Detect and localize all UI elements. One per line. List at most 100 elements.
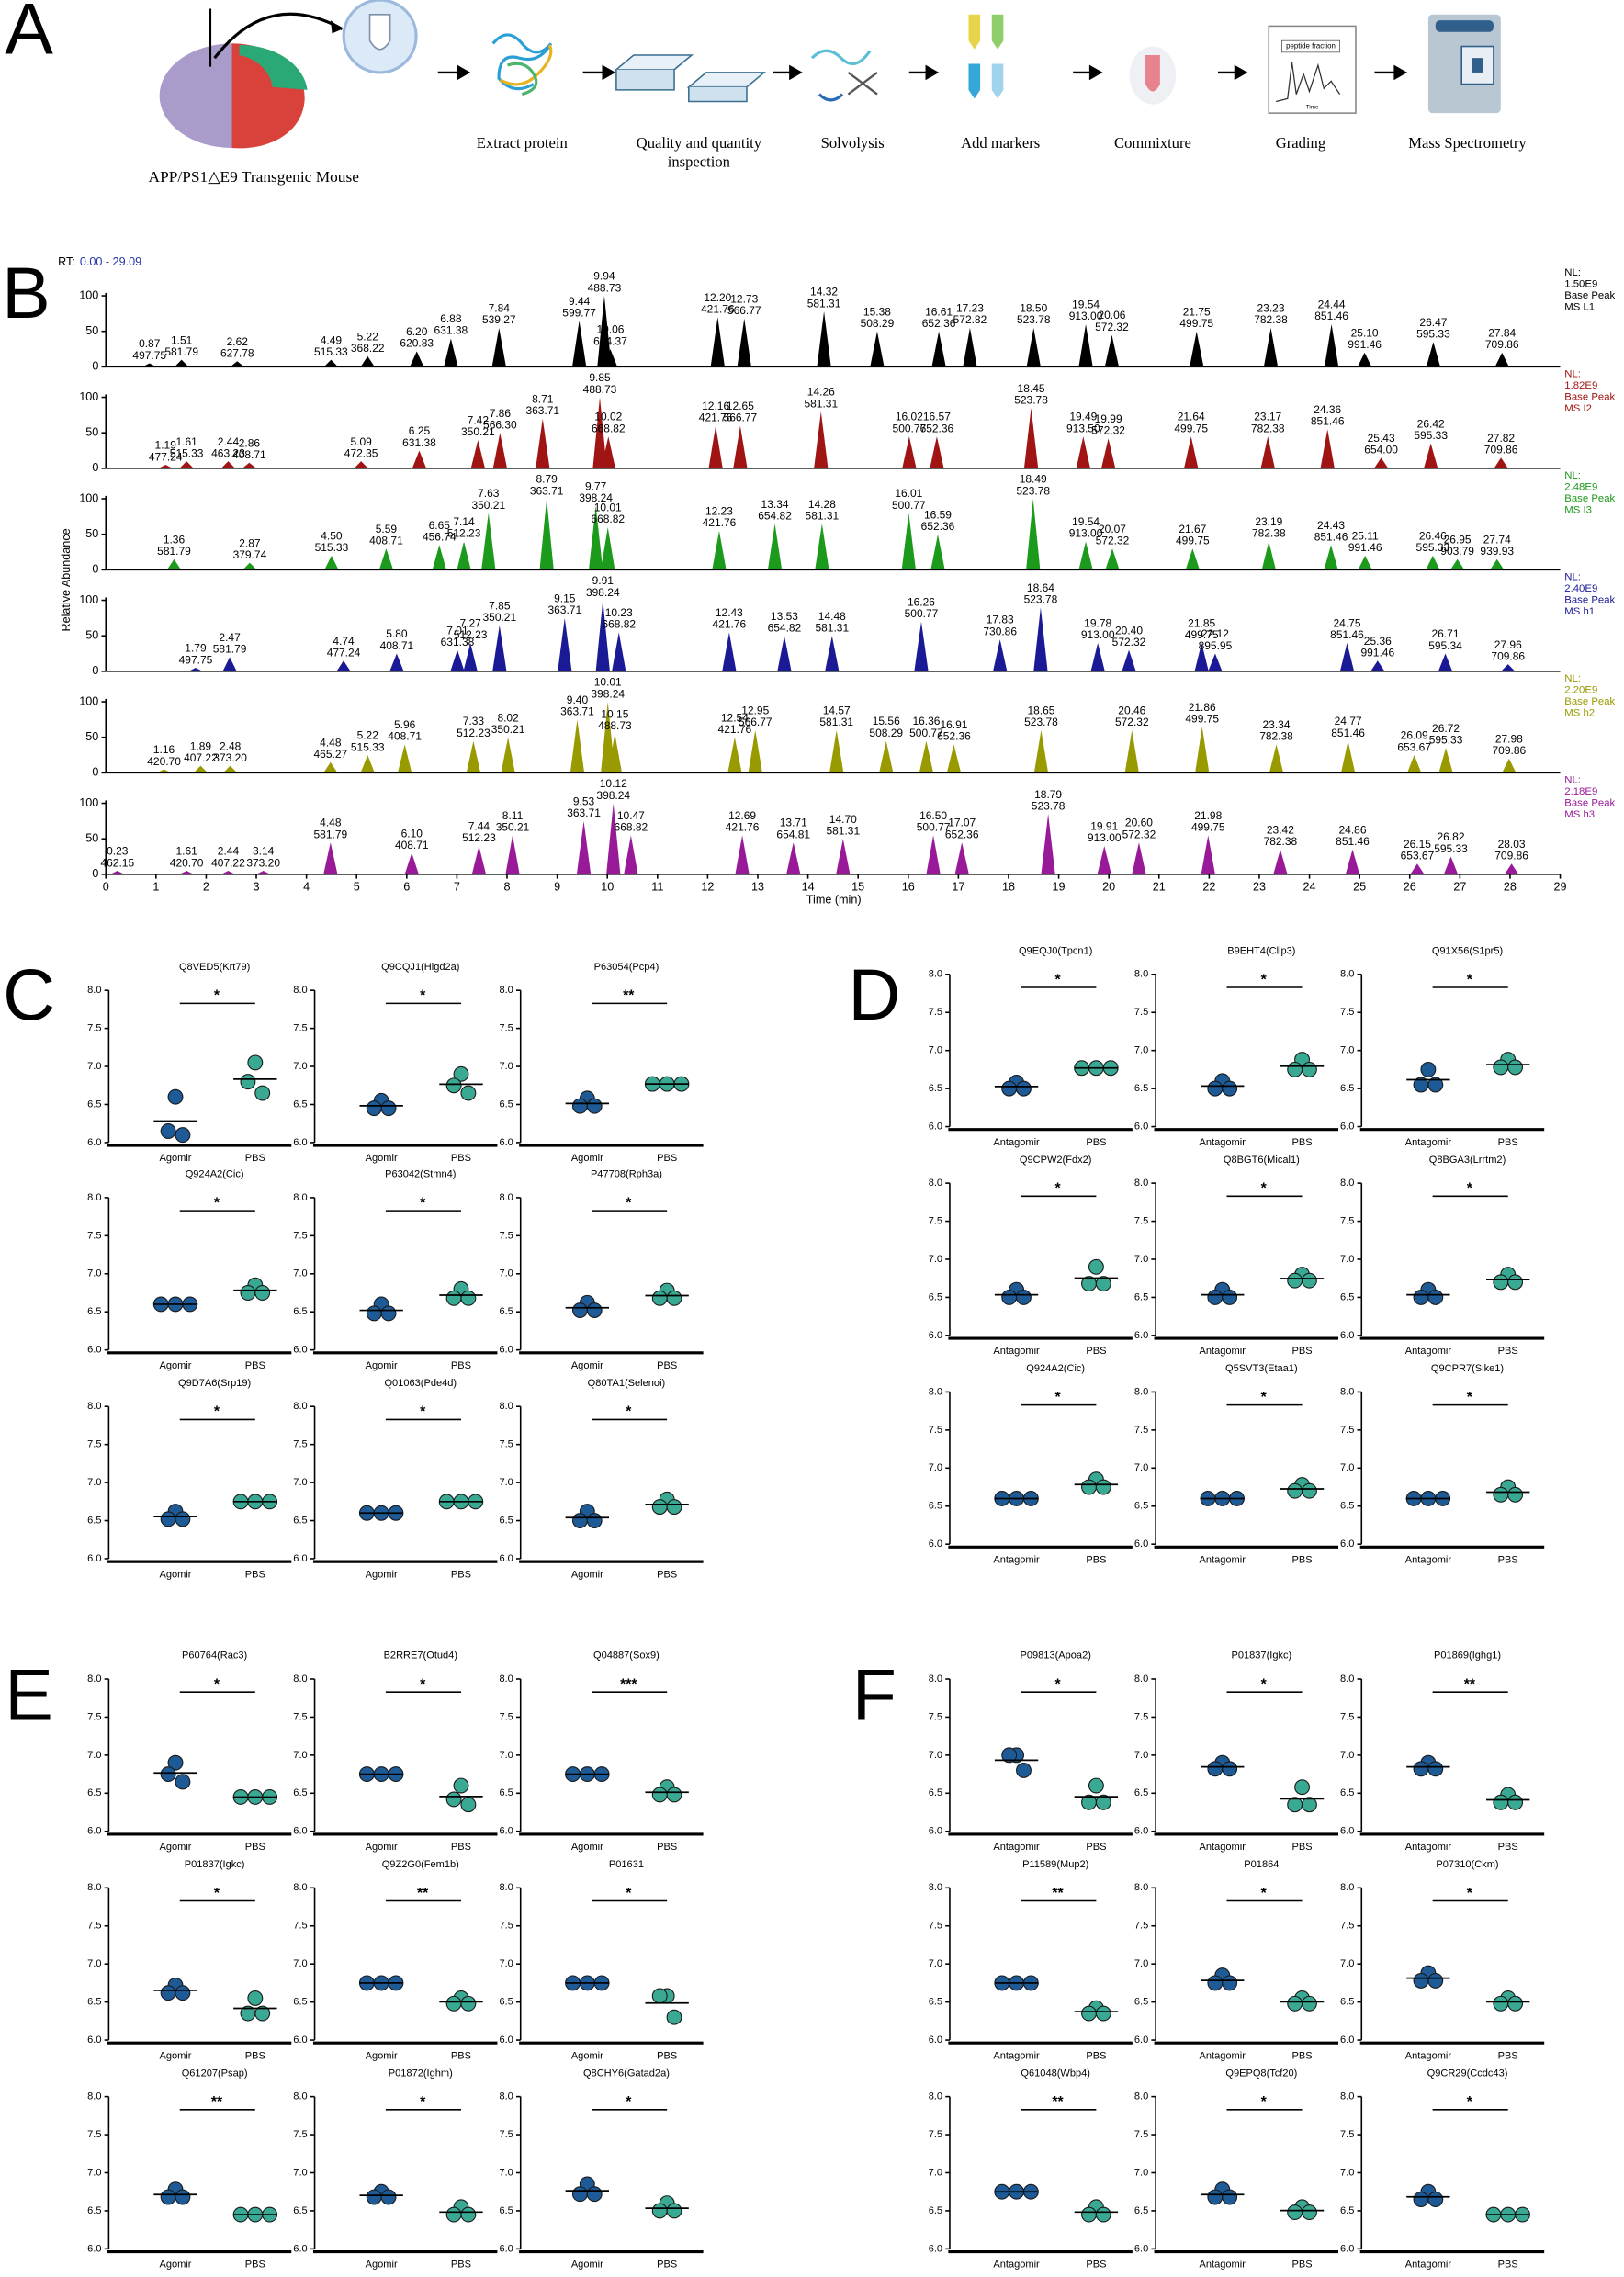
peak-mz-label: 595.34 [1428,639,1462,652]
y-tick-label: 8.0 [1134,1178,1148,1189]
x-tick-label: Antagomir [1200,1842,1246,1853]
y-tick-label: 6.0 [87,1137,101,1148]
peak-mz-label: 512.23 [454,628,488,641]
peak-rt-label: 8.79 [536,473,558,486]
peak-mz-label: 350.21 [482,611,516,624]
peak-rt-label: 5.96 [394,718,416,731]
significance-label: * [214,1676,220,1692]
x-tick-label: PBS [245,1153,265,1164]
peak-rt-label: 13.53 [771,610,798,623]
y-tick-label: 7.0 [929,1045,942,1056]
peak-rt-label: 9.77 [585,479,607,492]
significance-label: * [626,2094,632,2110]
x-tick-label: Antagomir [993,1554,1040,1565]
peak-rt-label: 10.06 [596,323,624,336]
y-tick-label: 0 [92,563,98,576]
data-point [247,1990,264,2006]
y-tick-label: 6.5 [499,1997,513,2008]
y-tick-label: 7.0 [499,1061,513,1072]
peak-rt-label: 1.19 [155,439,177,452]
peak-mz-label: 599.77 [562,306,596,319]
peak-rt-label: 7.14 [453,515,475,528]
plot-title: Q8BGA3(Lrrtm2) [1429,1155,1506,1166]
peak-mz-label: 652.36 [922,317,956,330]
peak-rt-label: 9.94 [593,270,615,283]
peak-mz-label: 913.00 [1069,527,1103,540]
peak [1358,555,1372,570]
peak [1185,548,1200,570]
peak-mz-label: 515.33 [314,345,348,358]
y-tick-label: 6.0 [87,2243,101,2254]
data-point [1287,1061,1303,1077]
y-tick-label: 50 [85,629,98,642]
peak [558,617,572,671]
y-tick-label: 6.5 [1340,1501,1354,1512]
peak [323,842,338,874]
arrows [437,64,1408,81]
data-point [445,1791,462,1808]
data-point [380,1100,397,1117]
peak-rt-label: 1.51 [171,333,193,346]
nl-value: 1.50E9 [1564,278,1597,289]
y-tick-label: 7.5 [499,2129,513,2140]
plot-title: Q9CR29(Ccdc43) [1427,2068,1508,2079]
x-tick-label: Antagomir [1405,1842,1452,1853]
peak [1026,499,1041,570]
y-tick-label: 50 [85,324,98,337]
y-tick-label: 6.0 [1134,1330,1148,1341]
y-tick-label: 7.0 [293,2167,307,2178]
significance-label: * [1261,2094,1268,2110]
peak-rt-label: 8.71 [532,392,554,405]
peak [1100,438,1116,468]
y-tick-label: 8.0 [87,1401,101,1412]
peak-mz-label: 508.29 [861,317,895,330]
peak-mz-label: 631.38 [434,324,468,337]
peak-rt-label: 15.38 [863,305,891,318]
peak [1124,729,1139,773]
y-tick-label: 7.5 [1134,2129,1148,2140]
peak-rt-label: 17.83 [987,614,1014,626]
plot-title: B9EHT4(Clip3) [1227,945,1295,956]
scan-type: Base Peak [1564,595,1615,606]
peak [1097,845,1111,874]
peak [902,436,917,468]
x-tick-label: PBS [1086,2050,1106,2061]
data-point [160,1511,176,1527]
data-point [1302,1061,1317,1077]
y-tick-label: 6.5 [929,1501,942,1512]
data-point [1413,1972,1429,1989]
y-tick-label: 6.0 [293,1553,307,1564]
peak-mz-label: 512.23 [462,831,496,844]
x-tick-label: PBS [1292,1137,1313,1148]
peak-mz-label: 408.71 [369,534,403,547]
peak [193,765,209,773]
peak-rt-label: 24.36 [1314,403,1341,416]
y-tick-label: 7.0 [293,1750,307,1761]
x-tick-label: PBS [1498,1554,1518,1565]
peak-rt-label: 2.44 [218,435,240,448]
x-tick-label: PBS [657,1842,677,1853]
peak-mz-label: 595.33 [1416,328,1450,341]
significance-label: ** [211,2094,223,2110]
significance-label: * [1054,1390,1061,1405]
peak [1426,555,1440,570]
peak-rt-label: 25.10 [1351,327,1379,340]
significance-label: * [420,2094,426,2110]
x-tick-label: 28 [1504,880,1517,893]
y-tick-label: 6.5 [1340,1787,1354,1798]
peak-rt-label: 8.02 [497,711,519,724]
y-tick-label: 6.5 [499,1787,513,1798]
peak-rt-label: 21.67 [1179,523,1206,535]
y-tick-label: 7.5 [293,1439,307,1450]
peak-rt-label: 26.47 [1419,316,1447,329]
x-tick-label: 15 [851,880,864,893]
peak-mz-label: 420.70 [170,856,204,869]
peak [1494,352,1509,367]
y-tick-label: 6.5 [1134,1501,1148,1512]
data-point [1413,1761,1429,1777]
data-point [240,1285,256,1301]
peak-rt-label: 14.70 [829,813,857,826]
peak [220,871,236,874]
peak [786,842,801,874]
data-point [1493,1274,1509,1291]
